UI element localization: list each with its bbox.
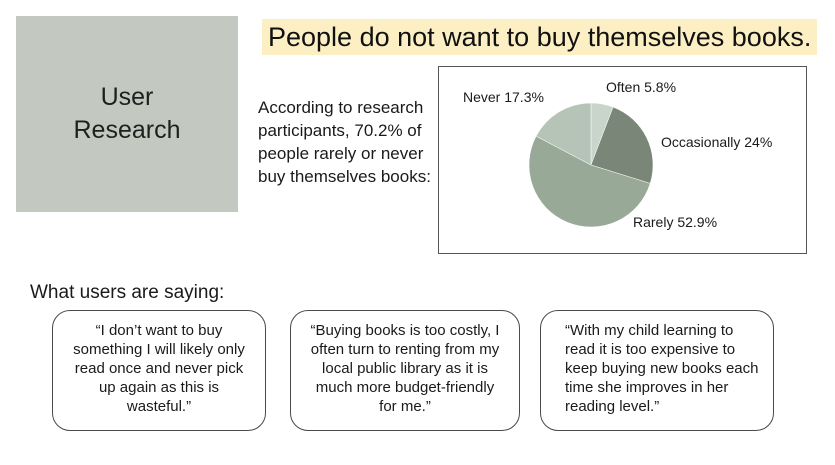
quotes-heading: What users are saying: [30, 282, 225, 303]
quote-card-2: “Buying books is too costly, I often tur… [290, 310, 520, 431]
quote-card-3: “With my child learning to read it is to… [540, 310, 774, 431]
summary-text: According to research participants, 70.2… [258, 98, 431, 186]
pie-label-never: Never 17.3% [463, 89, 544, 105]
quote-card-1: “I don’t want to buy something I will li… [52, 310, 266, 431]
section-title-line1: User [100, 83, 154, 111]
section-title: User Research [74, 81, 181, 147]
pie-label-occasionally: Occasionally 24% [661, 134, 772, 150]
pie-label-rarely: Rarely 52.9% [633, 214, 717, 230]
pie-slice-rarely [528, 135, 651, 228]
pie-slice-occasionally [590, 106, 654, 184]
section-title-line2: Research [73, 116, 181, 144]
pie-label-often: Often 5.8% [606, 79, 676, 95]
headline: People do not want to buy themselves boo… [262, 19, 818, 55]
pie-slice-never [535, 102, 592, 166]
pie-chart-frame: Often 5.8% Occasionally 24% Rarely 52.9% Ne… [438, 66, 807, 254]
section-title-box: User Research [16, 16, 238, 212]
pie-chart: Often 5.8% Occasionally 24% Rarely 52.9% Ne… [463, 79, 772, 230]
